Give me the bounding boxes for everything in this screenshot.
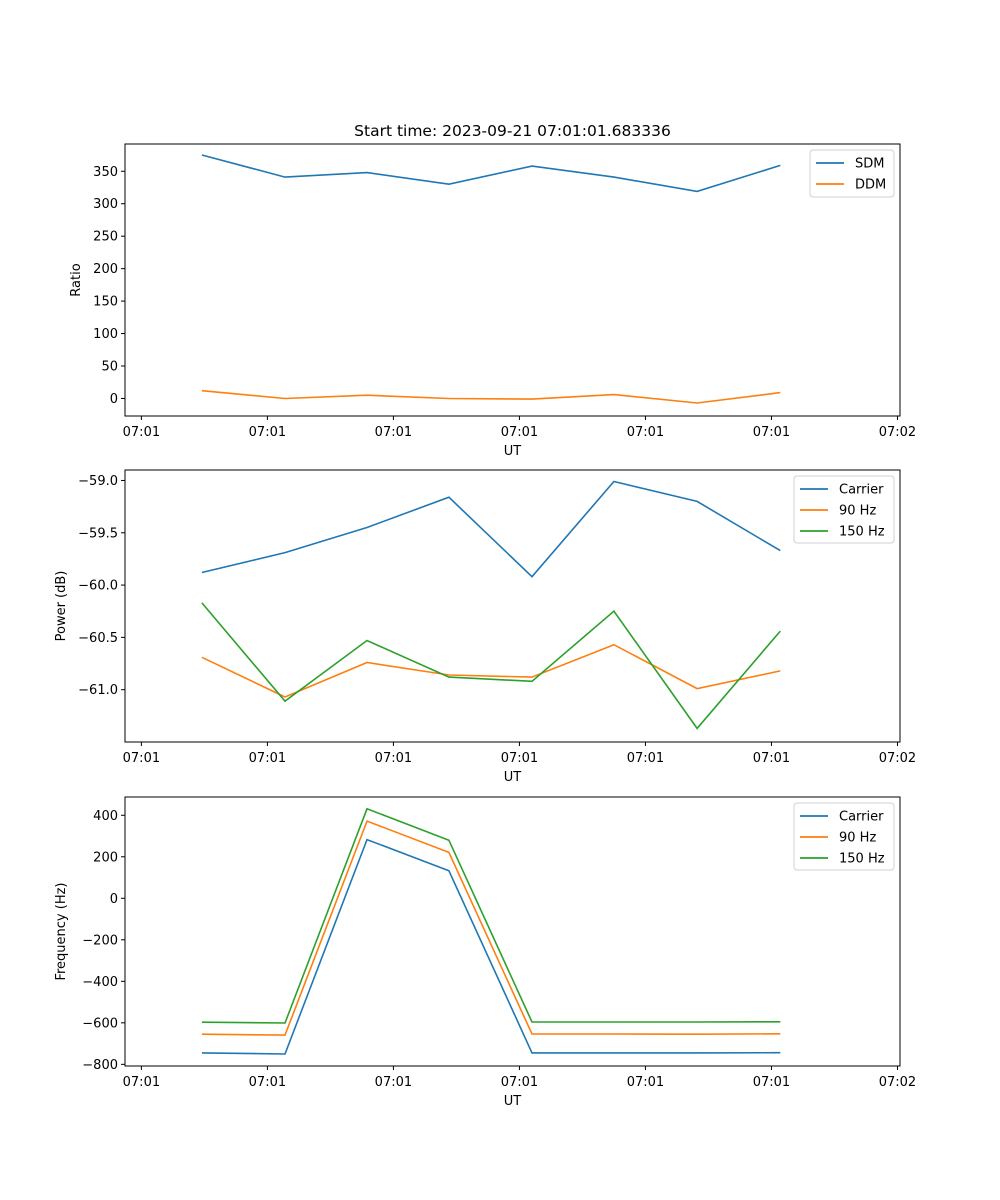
legend-box <box>809 149 895 198</box>
x-tick-label: 07:01 <box>627 751 664 766</box>
legend-item-carrier: Carrier <box>800 810 884 825</box>
series-line-150-hz <box>201 807 781 1024</box>
x-axis-label: UT <box>504 1094 522 1109</box>
x-tick-label: 07:01 <box>123 751 160 766</box>
legend-item-sdm: SDM <box>816 157 884 172</box>
x-tick-label: 07:01 <box>249 751 286 766</box>
x-tick-label: 07:01 <box>123 425 160 440</box>
legend: Carrier 90 Hz 150 Hz <box>793 475 895 544</box>
series-line-carrier <box>201 838 781 1055</box>
y-tick-label: −61.0 <box>78 683 118 698</box>
subplot-ratio: 07:01 07:01 07:01 07:01 07:01 07:01 07:02 0 50 10… <box>69 143 916 459</box>
series-line-ddm <box>201 389 781 404</box>
x-tick-label: 07:01 <box>501 425 538 440</box>
x-tick-label: 07:02 <box>879 425 916 440</box>
legend-label: 90 Hz <box>839 831 876 846</box>
y-tick-label: 200 <box>93 850 118 865</box>
y-tick-label: −60.0 <box>78 579 118 594</box>
legend-box <box>793 802 895 871</box>
legend-label: DDM <box>855 178 886 193</box>
y-tick-label: −59.5 <box>78 526 118 541</box>
legend: SDM DDM <box>809 149 895 198</box>
legend-box <box>793 475 895 544</box>
x-tick-label: 07:01 <box>753 1075 790 1090</box>
x-tick-label: 07:02 <box>879 1075 916 1090</box>
series-line-150-hz <box>201 602 781 730</box>
axes-frame <box>124 143 901 417</box>
y-axis-label: Frequency (Hz) <box>54 882 69 980</box>
y-tick-label: 50 <box>101 360 118 375</box>
x-tick-label: 07:01 <box>123 1075 160 1090</box>
x-tick-label: 07:01 <box>375 751 412 766</box>
x-axis-label: UT <box>504 770 522 785</box>
subplot-power: 07:01 07:01 07:01 07:01 07:01 07:01 07:02 −61.0… <box>54 469 916 785</box>
y-tick-label: −600 <box>82 1016 118 1031</box>
y-tick-label: 100 <box>93 327 118 342</box>
legend-label: 150 Hz <box>839 852 885 867</box>
x-tick-label: 07:01 <box>753 751 790 766</box>
subplots: 07:01 07:01 07:01 07:01 07:01 07:01 07:02 0 50 10… <box>54 143 916 1109</box>
x-tick-label: 07:01 <box>501 1075 538 1090</box>
x-tick-label: 07:01 <box>753 425 790 440</box>
legend-item-150-hz: 150 Hz <box>800 525 885 540</box>
x-tick-label: 07:01 <box>627 1075 664 1090</box>
legend-label: Carrier <box>839 810 884 825</box>
x-tick-label: 07:01 <box>501 751 538 766</box>
legend-item-carrier: Carrier <box>800 483 884 498</box>
y-tick-label: 0 <box>110 392 118 407</box>
y-tick-label: −800 <box>82 1058 118 1073</box>
axes-frame <box>124 469 901 743</box>
x-tick-label: 07:02 <box>879 751 916 766</box>
y-tick-label: 150 <box>93 295 118 310</box>
y-tick-label: 300 <box>93 197 118 212</box>
y-tick-label: 0 <box>110 892 118 907</box>
legend-item-150-hz: 150 Hz <box>800 852 885 867</box>
legend-item-ddm: DDM <box>816 178 886 193</box>
y-tick-label: −400 <box>82 975 118 990</box>
legend: Carrier 90 Hz 150 Hz <box>793 802 895 871</box>
legend-label: 90 Hz <box>839 504 876 519</box>
y-tick-label: 350 <box>93 165 118 180</box>
axes-frame <box>124 796 901 1067</box>
legend-item-90-hz: 90 Hz <box>800 504 876 519</box>
x-tick-label: 07:01 <box>375 1075 412 1090</box>
legend-label: SDM <box>855 157 884 172</box>
y-tick-label: 250 <box>93 230 118 245</box>
x-tick-label: 07:01 <box>627 425 664 440</box>
legend-item-90-hz: 90 Hz <box>800 831 876 846</box>
y-tick-label: −60.5 <box>78 631 118 646</box>
series-line-sdm <box>201 154 781 193</box>
y-tick-label: 400 <box>93 809 118 824</box>
y-tick-label: −200 <box>82 933 118 948</box>
series-line-90-hz <box>201 820 781 1036</box>
y-tick-label: 200 <box>93 262 118 277</box>
x-tick-label: 07:01 <box>375 425 412 440</box>
legend-label: 150 Hz <box>839 525 885 540</box>
y-axis-label: Power (dB) <box>54 571 69 642</box>
series-line-carrier <box>201 480 781 578</box>
y-tick-label: −59.0 <box>78 474 118 489</box>
y-axis-label: Ratio <box>69 263 84 296</box>
legend-label: Carrier <box>839 483 884 498</box>
figure-title: Start time: 2023-09-21 07:01:01.683336 <box>354 122 671 140</box>
x-axis-label: UT <box>504 444 522 459</box>
subplot-frequency: 07:01 07:01 07:01 07:01 07:01 07:01 07:02 −800 −… <box>54 796 916 1109</box>
x-tick-label: 07:01 <box>249 1075 286 1090</box>
x-tick-label: 07:01 <box>249 425 286 440</box>
